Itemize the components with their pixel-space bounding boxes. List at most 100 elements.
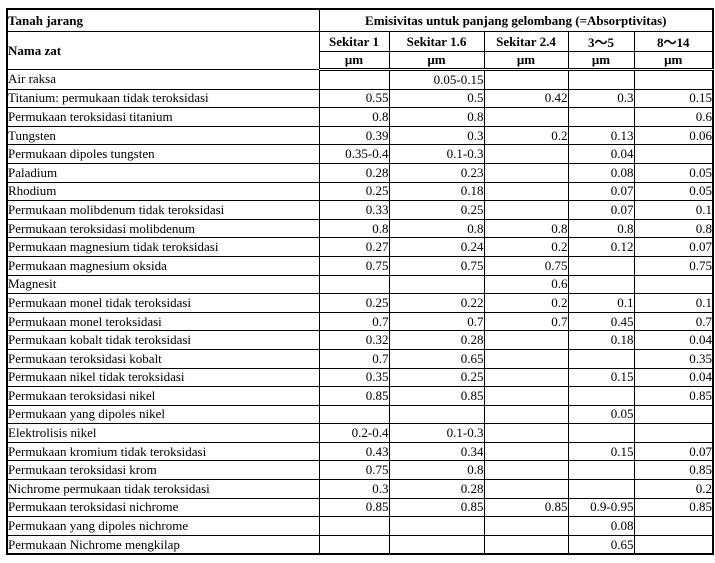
table-row: Permukaan magnesium tidak teroksidasi 0.2… (6, 237, 714, 257)
emissivity-value (388, 516, 485, 536)
header-row-units: μm μm μm μm μm (7, 51, 714, 71)
emissivity-value (483, 460, 569, 481)
emissivity-value (483, 330, 569, 350)
emissivity-value: 0.08 (567, 162, 635, 183)
emissivity-value: 0.85 (318, 497, 390, 518)
table-row: Nichrome permukaan tidak teroksidasi 0.3 0… (6, 479, 714, 499)
emissivity-value: 0.33 (318, 200, 390, 220)
substance-name: Nichrome permukaan tidak teroksidasi (6, 479, 320, 499)
emissivity-value: 0.27 (318, 237, 390, 257)
substance-name: Permukaan teroksidasi kobalt (6, 348, 320, 369)
emissivity-value: 0.05 (567, 404, 635, 425)
emissivity-value (633, 516, 714, 536)
emissivity-value: 0.8 (633, 218, 714, 239)
emissivity-value (633, 69, 714, 90)
substance-name: Permukaan teroksidasi nikel (6, 386, 320, 406)
table-row: Permukaan teroksidasi titanium 0.8 0.8 0.6 (6, 107, 714, 127)
emissivity-value: 0.1 (567, 293, 635, 313)
emissivity-value (633, 274, 714, 295)
substance-name: Permukaan teroksidasi titanium (6, 107, 320, 127)
emissivity-value: 0.24 (388, 237, 485, 257)
column-header-sekitar-2-4: Sekitar 2.4 (483, 31, 569, 52)
emissivity-value (483, 479, 569, 499)
table-row: Permukaan Nichrome mengkilap 0.65 (6, 534, 714, 555)
corner-title: Tanah jarang (6, 8, 320, 32)
table-row: Titanium: permukaan tidak teroksidasi 0.5… (6, 88, 714, 109)
emissivity-value (567, 274, 635, 295)
emissivity-value: 0.25 (318, 181, 390, 202)
emissivity-value: 0.75 (318, 460, 390, 481)
emissivity-value (567, 255, 635, 276)
emissivity-value: 0.3 (318, 479, 390, 499)
substance-name: Permukaan teroksidasi krom (6, 460, 320, 481)
table-row: Paladium 0.28 0.23 0.08 0.05 (6, 162, 714, 183)
emissivity-value (567, 479, 635, 499)
emissivity-value: 0.35 (633, 348, 714, 369)
emissivity-value: 0.85 (388, 386, 485, 406)
substance-name: Magnesit (6, 274, 320, 295)
table-row: Permukaan teroksidasi nikel 0.85 0.85 0.85 (6, 386, 714, 406)
table-row: Air raksa 0.05-0.15 (6, 69, 714, 90)
emissivity-value (388, 274, 485, 295)
emissivity-value (483, 107, 569, 127)
substance-name: Permukaan Nichrome mengkilap (6, 534, 320, 555)
emissivity-value (567, 348, 635, 369)
emissivity-value: 0.5 (388, 88, 485, 109)
emissivity-value: 0.2-0.4 (318, 423, 390, 443)
emissivity-value (318, 534, 390, 555)
emissivity-value: 0.85 (483, 497, 569, 518)
emissivity-value: 0.08 (567, 516, 635, 536)
emissivity-value (483, 144, 569, 164)
substance-name: Permukaan molibdenum tidak teroksidasi (6, 200, 320, 220)
emissivity-value: 0.18 (567, 330, 635, 350)
emissivity-value: 0.07 (633, 441, 714, 462)
header-row-wavelengths: Nama zat Sekitar 1 Sekitar 1.6 Sekitar 2… (6, 31, 714, 70)
emissivity-value (483, 162, 569, 183)
emissivity-value: 0.04 (633, 367, 714, 388)
emissivity-value (633, 144, 714, 164)
substance-name: Permukaan teroksidasi nichrome (6, 497, 320, 518)
emissivity-value: 0.22 (388, 293, 485, 313)
emissivity-value (633, 534, 714, 555)
emissivity-value: 0.7 (318, 311, 390, 332)
emissivity-value (483, 423, 569, 443)
column-header-sekitar-1-6: Sekitar 1.6 (388, 31, 485, 52)
emissivity-value: 0.35 (318, 367, 390, 388)
emissivity-value: 0.75 (388, 255, 485, 276)
emissivity-value (388, 534, 485, 555)
emissivity-value: 0.15 (633, 88, 714, 109)
emissivity-value: 0.07 (567, 181, 635, 202)
emissivity-table: Tanah jarang Emisivitas untuk panjang ge… (6, 8, 715, 556)
emissivity-value: 0.25 (318, 293, 390, 313)
table-row: Elektrolisis nikel 0.2-0.4 0.1-0.3 (6, 423, 714, 443)
emissivity-value: 0.25 (388, 200, 485, 220)
emissivity-value: 0.07 (567, 200, 635, 220)
substance-name: Permukaan yang dipoles nichrome (6, 516, 320, 536)
emissivity-value (483, 181, 569, 202)
table-row: Permukaan kobalt tidak teroksidasi 0.32 0.… (6, 330, 714, 350)
substance-name: Permukaan magnesium tidak teroksidasi (6, 237, 320, 257)
emissivity-value: 0.8 (388, 107, 485, 127)
emissivity-value: 0.8 (483, 218, 569, 239)
table-row: Magnesit 0.6 (6, 274, 714, 295)
table-row: Permukaan dipoles tungsten 0.35-0.4 0.1-0.… (6, 144, 714, 164)
substance-name: Air raksa (6, 69, 320, 90)
substance-name: Elektrolisis nikel (6, 423, 320, 443)
substance-name: Permukaan monel teroksidasi (6, 311, 320, 332)
emissivity-value (318, 274, 390, 295)
emissivity-value: 0.05-0.15 (388, 69, 485, 90)
emissivity-value: 0.65 (567, 534, 635, 555)
emissivity-value: 0.45 (567, 311, 635, 332)
emissivity-value: 0.85 (318, 386, 390, 406)
table-row: Permukaan magnesium oksida 0.75 0.75 0.75 0.… (6, 255, 714, 276)
emissivity-value: 0.7 (388, 311, 485, 332)
emissivity-value: 0.42 (483, 88, 569, 109)
substance-name: Paladium (6, 162, 320, 183)
table-row: Permukaan nikel tidak teroksidasi 0.35 0.2… (6, 367, 714, 388)
table-row: Tungsten 0.39 0.3 0.2 0.13 0.06 (6, 125, 714, 146)
emissivity-value: 0.35-0.4 (318, 144, 390, 164)
substance-name: Permukaan monel tidak teroksidasi (6, 293, 320, 313)
substance-name: Tungsten (6, 125, 320, 146)
unit-label: μm (388, 51, 485, 71)
header-row-title: Tanah jarang Emisivitas untuk panjang ge… (6, 8, 714, 32)
